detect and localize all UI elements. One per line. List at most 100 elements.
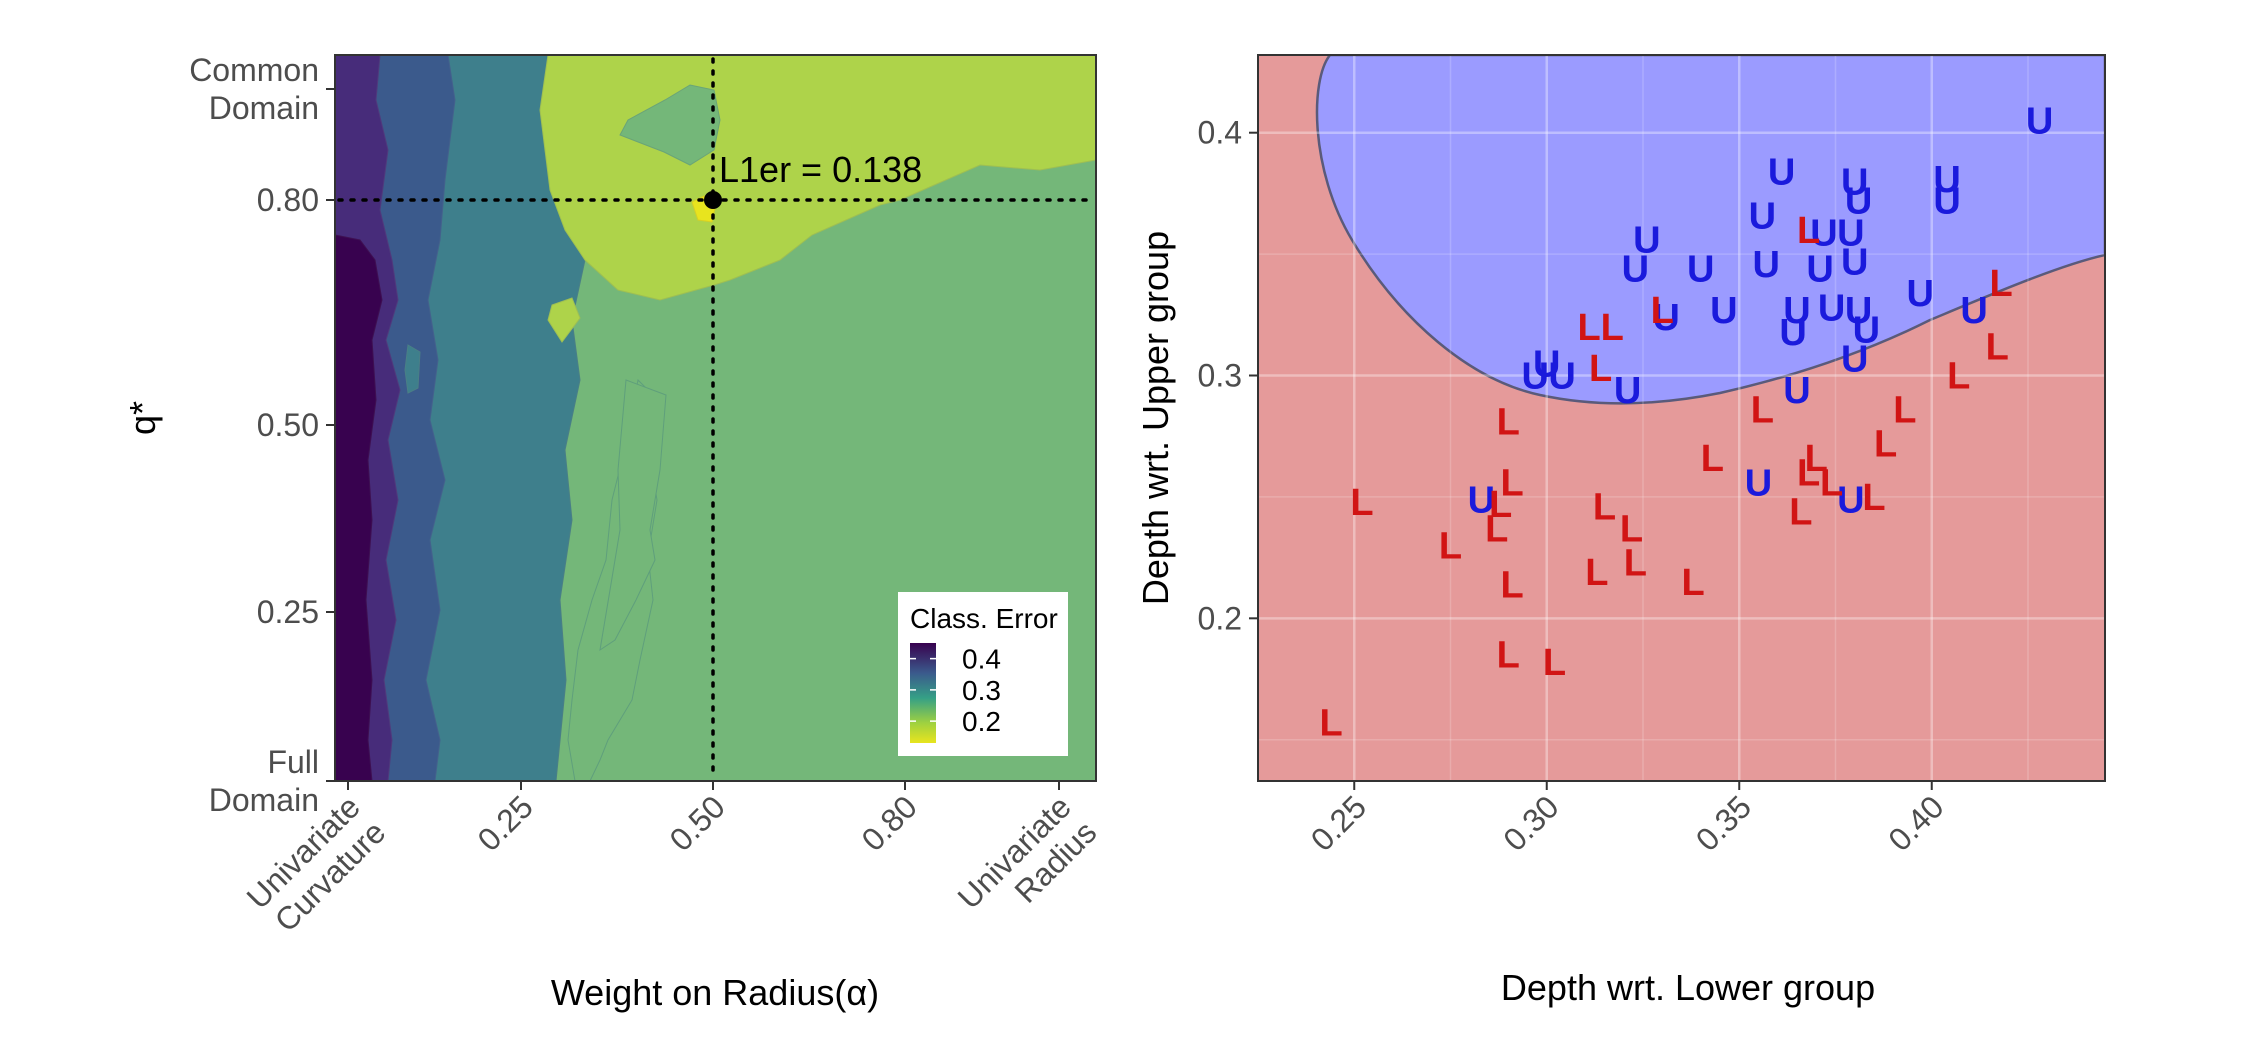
point-u: U (1783, 290, 1810, 332)
point-l: L (1805, 438, 1828, 480)
dd-plot-area (1258, 55, 2105, 781)
upper-region (1315, 55, 2105, 405)
point-u: U (2026, 101, 2053, 143)
point-u: U (1633, 220, 1660, 262)
legend-tick-label: 0.4 (962, 644, 1001, 675)
point-u: U (1752, 244, 1779, 286)
point-u: U (1841, 241, 1868, 283)
x-tick-label: 0.35 (1689, 788, 1758, 857)
legend-colorbar (910, 643, 936, 743)
point-l: L (1589, 348, 1612, 390)
point-u: U (1906, 273, 1933, 315)
gridlines (1258, 55, 2105, 781)
legend-title: Class. Error (910, 603, 1058, 634)
point-u: U (1841, 161, 1868, 203)
point-u: U (1960, 290, 1987, 332)
point-l: L (1543, 642, 1566, 684)
point-u: U (1806, 249, 1833, 291)
point-l: L (1874, 423, 1897, 465)
point-l: L (1593, 487, 1616, 529)
point-u: U (1845, 181, 1872, 223)
point-l: L (1862, 477, 1885, 519)
point-u: U (1533, 343, 1560, 385)
point-u: U (1837, 479, 1864, 521)
x-tick-label-0-80: 0.80 (854, 788, 923, 857)
y-tick-label-full-domain: Full Domain (209, 744, 319, 818)
y-tick-label-0-50: 0.50 (257, 407, 319, 443)
dd-y-axis: 0.2 0.3 0.4 (1198, 115, 1258, 636)
point-l: L (1797, 210, 1820, 252)
x-tick-label: 0.40 (1881, 788, 1950, 857)
point-u: U (1622, 249, 1649, 291)
point-u: U (1749, 195, 1776, 237)
point-u: U (1933, 159, 1960, 201)
contour-hole-green (619, 84, 721, 166)
contour-island-lime (547, 297, 581, 343)
x-tick-label: 0.30 (1496, 788, 1565, 857)
y-tick-label: 0.3 (1198, 358, 1242, 394)
dd-x-axis-title: Depth wrt. Lower group (1501, 967, 1875, 1008)
point-l: L (1989, 263, 2012, 305)
point-u: U (1614, 370, 1641, 412)
point-l: L (1986, 326, 2009, 368)
dd-x-axis: 0.25 0.30 0.35 0.40 (1304, 781, 1951, 858)
point-u: U (1548, 356, 1575, 398)
heatmap-frame (334, 54, 1097, 782)
point-u: U (1818, 288, 1845, 330)
point-u: U (1768, 152, 1795, 194)
point-l: L (1350, 482, 1373, 524)
dd-plot-frame (1257, 54, 2106, 782)
point-u: U (1810, 212, 1837, 254)
x-tick-label-0-25: 0.25 (470, 788, 539, 857)
point-l: L (1577, 307, 1600, 349)
x-tick-label: 0.25 (1304, 788, 1373, 857)
point-l: L (1789, 491, 1812, 533)
y-tick-label: 0.2 (1198, 600, 1242, 636)
point-l: L (1797, 453, 1820, 495)
y-tick-label-0-80: 0.80 (257, 182, 319, 218)
point-l: L (1497, 635, 1520, 677)
point-l: L (1681, 562, 1704, 604)
point-l: L (1485, 508, 1508, 550)
heatmap-y-axis-title: q* (122, 401, 163, 435)
point-l: L (1893, 390, 1916, 432)
point-u: U (1521, 356, 1548, 398)
point-l: L (1489, 484, 1512, 526)
optimum-marker (704, 191, 722, 209)
legend-ticks: 0.40.30.2 (910, 644, 1001, 737)
heatmap-y-axis: Full Domain 0.25 0.50 0.80 Common Domain (189, 52, 335, 818)
point-u: U (1468, 479, 1495, 521)
x-tick-label-univariate-radius: UnivariateRadius (951, 788, 1104, 941)
point-u: U (1652, 297, 1679, 339)
legend-tick-label: 0.2 (962, 706, 1001, 737)
point-l: L (1751, 390, 1774, 432)
contour-inlet-upper (599, 379, 667, 652)
point-l: L (1651, 290, 1674, 332)
point-u: U (1853, 309, 1880, 351)
y-tick-label-common-domain: Common Domain (189, 52, 319, 126)
point-u: U (1783, 370, 1810, 412)
legend-tick-label: 0.3 (962, 675, 1001, 706)
point-l: L (1624, 542, 1647, 584)
point-l: L (1500, 462, 1523, 504)
heatmap-x-axis-title: Weight on Radius(α) (551, 972, 879, 1013)
point-l: L (1701, 438, 1724, 480)
heatmap-plot-area (335, 55, 1096, 781)
point-l: L (1439, 525, 1462, 567)
dd-y-axis-title: Depth wrt. Upper group (1135, 231, 1176, 605)
contour-band-purple (335, 234, 383, 781)
point-l: L (1497, 402, 1520, 444)
point-l: L (1620, 508, 1643, 550)
point-l: L (1500, 564, 1523, 606)
point-l: L (1320, 703, 1343, 745)
point-u: U (1687, 249, 1714, 291)
optimum-annotation: L1er = 0.138 (719, 149, 922, 190)
left-panel: L1er = 0.138 UnivariateCurvature 0.25 0.50… (122, 52, 1103, 1013)
heatmap-x-axis: UnivariateCurvature 0.25 0.50 0.80 Univariat… (240, 781, 1104, 941)
y-tick-label: 0.4 (1198, 115, 1242, 151)
point-u: U (1845, 290, 1872, 332)
point-l: L (1585, 552, 1608, 594)
